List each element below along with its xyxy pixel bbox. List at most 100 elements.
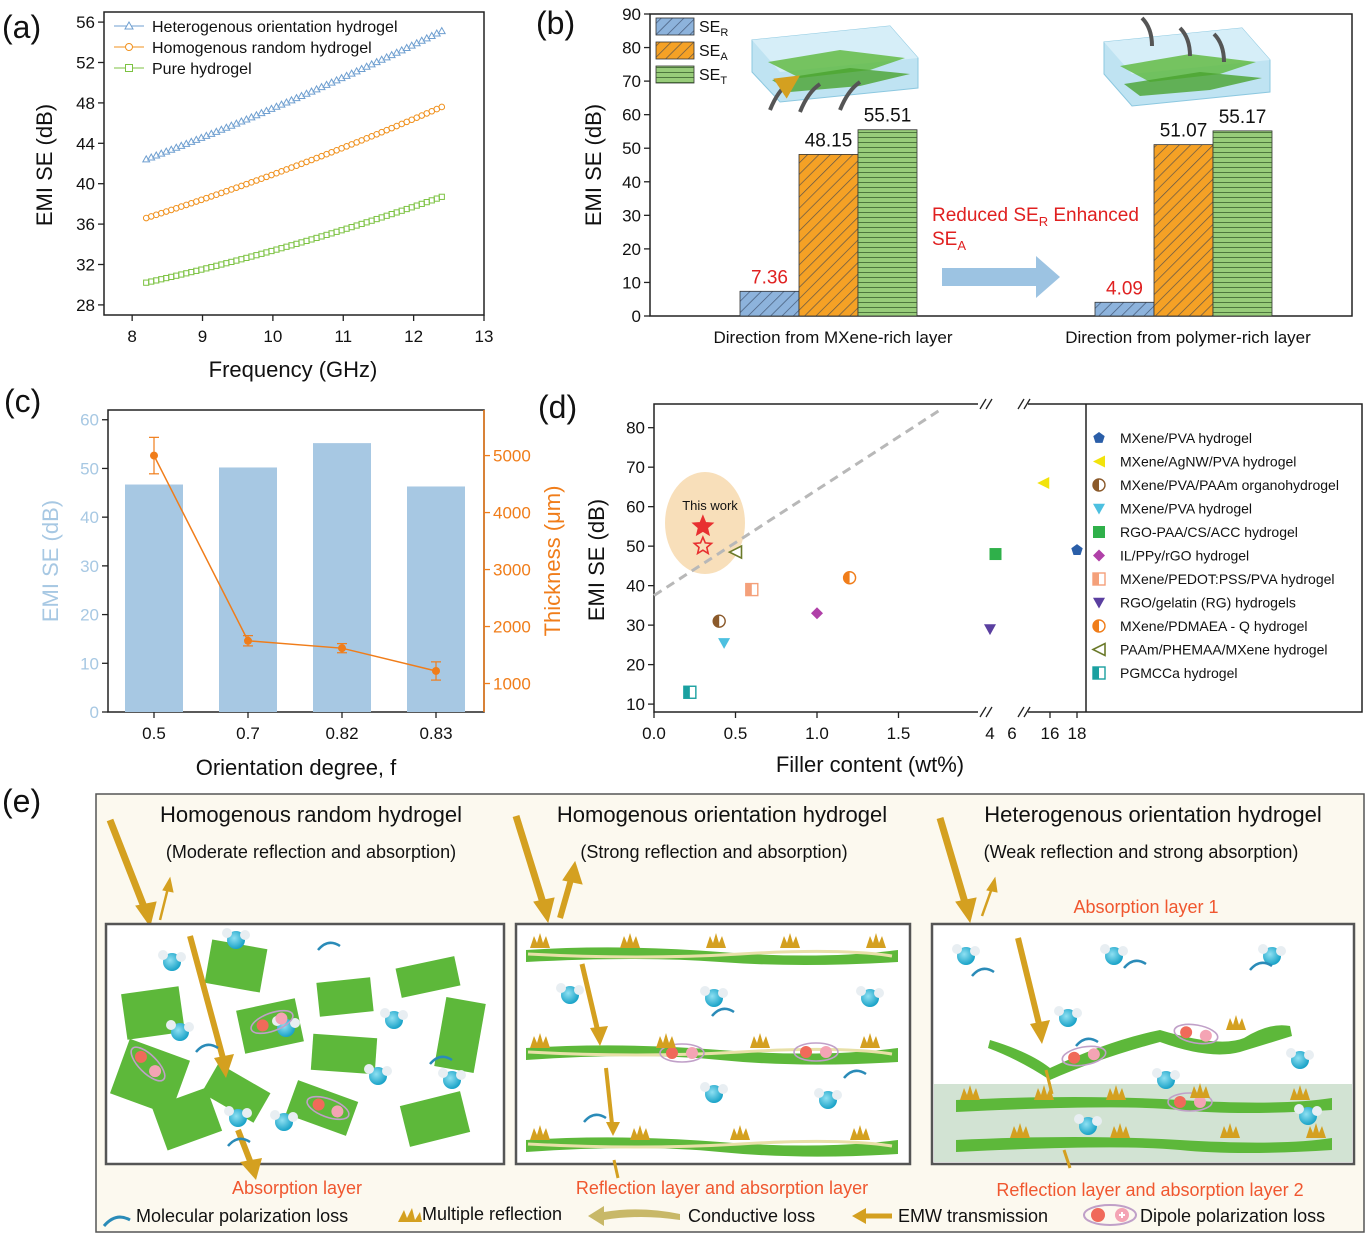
dipole-pair xyxy=(130,1046,166,1082)
molecular-polarization-curl xyxy=(711,1007,735,1017)
chart-a-point-pure xyxy=(203,265,210,272)
chart-a-point-pure xyxy=(328,230,335,237)
schematic-layer-label-orientation: Reflection layer and absorption layer xyxy=(576,1178,868,1198)
hydrogen-atom xyxy=(1100,944,1110,954)
chart-c-ytick-right-label: 5000 xyxy=(493,447,531,466)
reflection-burst xyxy=(1010,1123,1030,1138)
chart-a-point-pure xyxy=(258,250,265,257)
chart-a-point-pure xyxy=(158,276,165,283)
chart-a-legend-marker xyxy=(125,43,133,51)
chart-a-point-pure xyxy=(248,253,255,260)
hydrogen-atom xyxy=(1258,944,1268,954)
chart-a-legend-marker xyxy=(125,64,133,72)
chart-a-point-pure xyxy=(263,249,270,256)
chart-a-point-pure xyxy=(228,258,235,266)
dipole-negative xyxy=(312,1098,325,1111)
reflection-burst xyxy=(860,1033,880,1048)
chart-d-legend-marker xyxy=(1093,597,1105,609)
chart-d-xtick-label: 4 xyxy=(985,724,994,743)
dipole-positive xyxy=(820,1046,832,1058)
emw-transmission-icon xyxy=(852,1208,892,1224)
chart-d-frame xyxy=(653,403,1363,713)
hydrogen-atom xyxy=(1118,946,1128,956)
chart-d-legend-marker xyxy=(1093,526,1105,538)
chart-a-point-pure xyxy=(218,261,225,268)
reflection-burst xyxy=(530,1125,550,1140)
reflection-burst xyxy=(706,933,726,948)
chart-a-ytick-label: 48 xyxy=(76,94,95,113)
reflection-burst xyxy=(750,1033,770,1048)
hydrogen-atom xyxy=(952,944,962,954)
chart-d-ytick-label: 40 xyxy=(626,577,645,596)
chart-c-ytick-left-label: 20 xyxy=(80,606,99,625)
chart-c-xtick-label: 0.82 xyxy=(325,724,358,743)
chart-b-legend-hatch xyxy=(656,42,694,59)
molecular-polarization-curl xyxy=(429,1055,453,1065)
chart-a-point-pure xyxy=(288,242,295,249)
chart-b-data-label: 7.36 xyxy=(751,267,788,288)
hydrogen-atom xyxy=(184,1022,194,1032)
hydrogen-atom xyxy=(288,1112,298,1122)
schematic-top-label-absorption-1: Absorption layer 1 xyxy=(1073,897,1218,917)
multiple-reflection-icon xyxy=(398,1208,422,1222)
dipole-ellipse xyxy=(659,1043,705,1063)
chart-b-ytick-label: 50 xyxy=(622,139,641,158)
hydrogen-atom xyxy=(290,1018,300,1028)
reflection-burst xyxy=(1220,1123,1240,1138)
chart-d-ytick-label: 60 xyxy=(626,498,645,517)
dipole-pairs xyxy=(130,1009,1219,1121)
chart-b-bar-hatch xyxy=(1154,144,1213,316)
hydrogen-atom xyxy=(382,1066,392,1076)
hydrogen-atom xyxy=(364,1064,374,1074)
chart-c-xtick-label: 0.5 xyxy=(142,724,166,743)
chart-a-point-pure xyxy=(233,257,240,264)
reflection-burst xyxy=(656,1033,676,1048)
reflection-burst xyxy=(730,1125,750,1140)
chart-b-annotation-line2: SEA xyxy=(932,229,966,253)
emw-incident-arrows xyxy=(106,814,998,928)
chart-a-legend-label: Homogenous random hydrogel xyxy=(152,40,372,57)
molecular-polarization-curl xyxy=(1123,959,1147,969)
hydrogen-atom xyxy=(240,930,250,940)
chart-d-legend-label: RGO/gelatin (RG) hydrogels xyxy=(1120,595,1296,611)
chart-b-legend-label: SEA xyxy=(699,43,728,63)
chart-a-legend-label: Pure hydrogel xyxy=(152,61,252,78)
chart-a-ytick-label: 36 xyxy=(76,215,95,234)
hydrogen-atom xyxy=(832,1090,842,1100)
reflection-burst xyxy=(620,933,640,948)
dipole-ellipse xyxy=(130,1046,166,1082)
chart-a-point-pure xyxy=(333,228,340,235)
hydrogen-atom xyxy=(1170,1070,1180,1080)
chart-d-legend-label: PAAm/PHEMAA/MXene hydrogel xyxy=(1120,642,1328,658)
chart-d-legend-marker xyxy=(1093,432,1105,443)
hydrogen-atom xyxy=(380,1008,390,1018)
chart-d-legend-label: MXene/PVA hydrogel xyxy=(1120,430,1252,446)
chart-a-point-pure xyxy=(433,195,440,202)
molecular-polarization-icon xyxy=(102,1215,131,1228)
chart-b-ytick-label: 90 xyxy=(622,5,641,24)
dipole-ellipse xyxy=(1167,1092,1213,1112)
panel-label-e: (e) xyxy=(2,783,41,819)
chart-c-xlabel: Orientation degree, f xyxy=(196,755,397,780)
chart-a-ytick-label: 56 xyxy=(76,13,95,32)
chart-a-point-homogenous xyxy=(438,103,446,111)
chart-c-xtick-label: 0.7 xyxy=(236,724,260,743)
molecular-polarization-curl xyxy=(1249,961,1273,971)
chart-d-legend-marker xyxy=(1093,549,1105,562)
reflection-burst xyxy=(630,1125,650,1140)
chart-d-xtick-label: 16 xyxy=(1041,724,1060,743)
this-work-label: This work xyxy=(682,498,738,513)
hydrogen-atom xyxy=(456,1070,466,1080)
water-molecules xyxy=(158,928,1322,1147)
hydrogen-atom xyxy=(222,928,232,938)
chart-a-ytick-label: 28 xyxy=(76,296,95,315)
schematic-subtitle-random: (Moderate reflection and absorption) xyxy=(166,842,456,862)
dipole-pair xyxy=(659,1043,705,1063)
chart-c-ytick-left-label: 40 xyxy=(80,508,99,527)
chart-a-point-pure xyxy=(168,273,175,281)
legend-emw-transmission: EMW transmission xyxy=(898,1206,1048,1226)
chart-a-point-pure xyxy=(238,256,245,263)
dipole-positive xyxy=(331,1105,344,1118)
chart-c-ytick-left-label: 50 xyxy=(80,459,99,478)
